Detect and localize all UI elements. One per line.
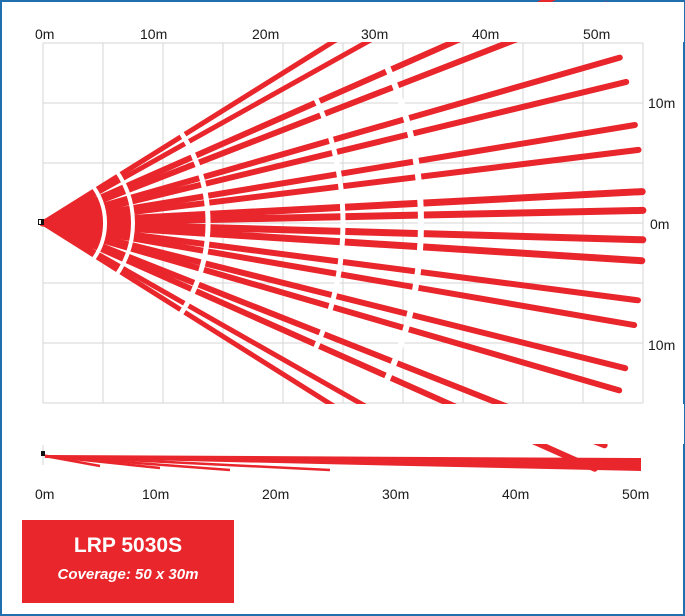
top-x-label-10: 10m <box>140 26 167 42</box>
gap-arc-1 <box>88 181 108 265</box>
side-view <box>41 445 641 472</box>
beam-clip-top <box>44 2 684 42</box>
side-x-label-50: 50m <box>622 486 649 502</box>
beam-0 <box>40 8 385 226</box>
gap-arc-3 <box>167 115 211 331</box>
beam-1 <box>40 25 395 226</box>
side-x-label-30: 30m <box>382 486 409 502</box>
coverage-text: Coverage: 50 x 30m <box>57 566 199 583</box>
right-y-label-top: 10m <box>648 95 675 111</box>
side-x-label-40: 40m <box>502 486 529 502</box>
side-ray-3 <box>44 454 331 472</box>
product-model: LRP 5030S <box>73 534 183 557</box>
beam-18 <box>40 220 394 424</box>
top-x-label-20: 20m <box>252 26 279 42</box>
product-badge: LRP 5030S Coverage: 50 x 30m <box>22 520 234 603</box>
top-x-label-50: 50m <box>583 26 610 42</box>
side-x-label-10: 10m <box>142 486 169 502</box>
gap-arc-5 <box>382 62 424 384</box>
right-y-label-bottom: 10m <box>648 337 675 353</box>
gap-arc-4 <box>305 81 346 365</box>
beam-19 <box>40 220 384 439</box>
side-x-label-0: 0m <box>35 486 54 502</box>
top-x-label-40: 40m <box>472 26 499 42</box>
beam-zone-gaps <box>44 2 684 444</box>
top-x-label-30: 30m <box>361 26 388 42</box>
side-main-beam <box>45 455 641 471</box>
gap-arc-2 <box>110 163 135 283</box>
sensor-icon <box>38 219 44 225</box>
beam-clip-bottom <box>44 404 684 444</box>
right-y-label-center: 0m <box>650 216 669 232</box>
side-x-label-20: 20m <box>262 486 289 502</box>
top-x-label-0: 0m <box>35 26 54 42</box>
